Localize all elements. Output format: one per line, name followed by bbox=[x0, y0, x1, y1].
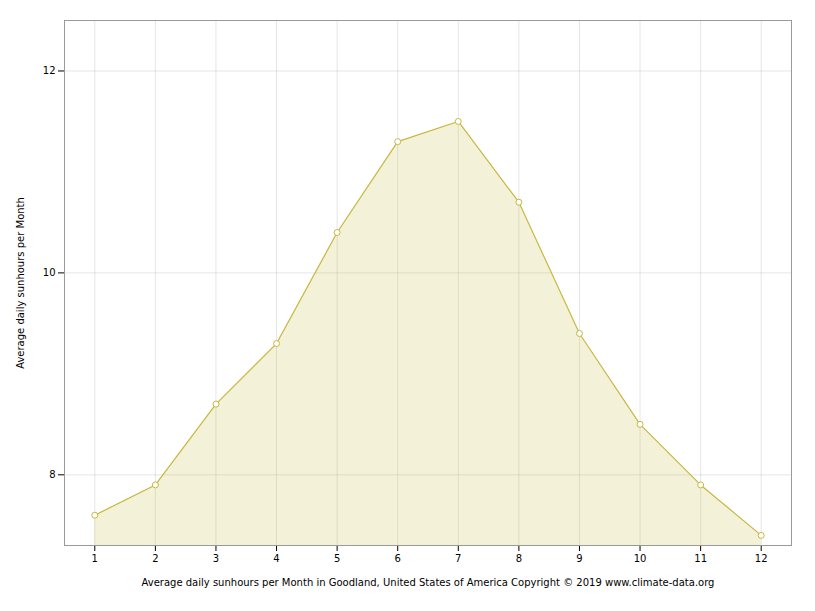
svg-text:2: 2 bbox=[152, 553, 158, 564]
svg-text:9: 9 bbox=[576, 553, 582, 564]
svg-text:Average daily sunhours per Mon: Average daily sunhours per Month bbox=[15, 197, 26, 369]
svg-text:5: 5 bbox=[334, 553, 340, 564]
svg-text:1: 1 bbox=[92, 553, 98, 564]
svg-text:6: 6 bbox=[395, 553, 401, 564]
svg-text:10: 10 bbox=[43, 267, 56, 278]
svg-text:12: 12 bbox=[43, 65, 56, 76]
svg-text:8: 8 bbox=[516, 553, 522, 564]
svg-text:3: 3 bbox=[213, 553, 219, 564]
svg-text:7: 7 bbox=[455, 553, 461, 564]
svg-text:8: 8 bbox=[49, 469, 55, 480]
svg-text:Average daily sunhours per Mon: Average daily sunhours per Month in Good… bbox=[142, 577, 715, 588]
svg-text:11: 11 bbox=[694, 553, 707, 564]
svg-text:10: 10 bbox=[634, 553, 647, 564]
svg-text:12: 12 bbox=[755, 553, 768, 564]
svg-text:4: 4 bbox=[273, 553, 279, 564]
